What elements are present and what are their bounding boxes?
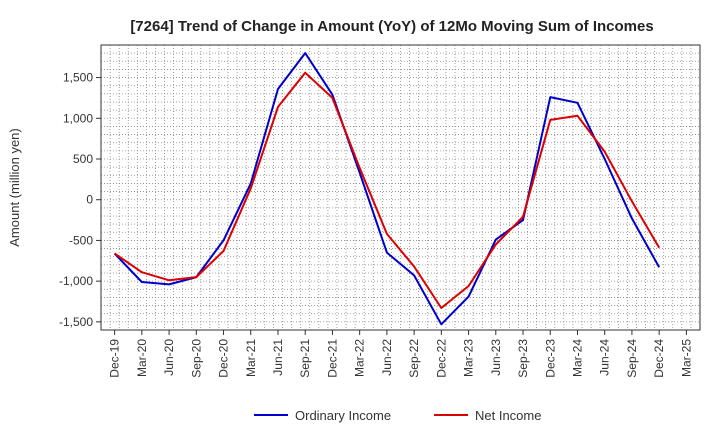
y-axis: -1,500 -1,000 -500 0 500 1,000 1,500	[59, 71, 101, 329]
x-tick-label: Dec-24	[652, 339, 666, 378]
grid	[101, 45, 700, 330]
x-tick-label: Mar-25	[679, 339, 693, 377]
x-tick-label: Sep-21	[298, 339, 312, 378]
legend: Ordinary Income Net Income	[254, 408, 541, 423]
x-tick-label: Dec-21	[325, 339, 339, 378]
x-tick-label: Mar-21	[244, 339, 258, 377]
y-tick-label: 1,500	[63, 71, 93, 85]
x-tick-label: Dec-23	[543, 339, 557, 378]
y-tick-label: 0	[86, 193, 93, 207]
x-tick-label: Dec-20	[217, 339, 231, 378]
y-tick-label: 1,000	[63, 111, 93, 125]
series-layer	[113, 52, 661, 326]
series-line-net-income	[114, 71, 661, 309]
y-tick-label: -500	[69, 233, 93, 247]
x-tick-label: Jun-20	[162, 339, 176, 376]
legend-label-net-income: Net Income	[475, 408, 541, 423]
x-tick-label: Mar-20	[135, 339, 149, 377]
x-tick-label: Sep-20	[189, 339, 203, 378]
x-tick-label: Mar-23	[462, 339, 476, 377]
x-tick-label: Mar-24	[570, 339, 584, 377]
x-tick-label: Dec-22	[434, 339, 448, 378]
x-tick-label: Jun-21	[271, 339, 285, 376]
x-tick-label: Jun-22	[380, 339, 394, 376]
y-tick-label: -1,000	[59, 274, 93, 288]
series-line-ordinary-income	[113, 52, 661, 326]
x-axis: Dec-19 Mar-20 Jun-20 Sep-20 Dec-20 Mar-21 Jun-…	[108, 330, 693, 378]
legend-label-ordinary-income: Ordinary Income	[295, 408, 391, 423]
plot-area	[100, 44, 701, 331]
x-tick-label: Jun-24	[598, 339, 612, 376]
y-tick-label: 500	[73, 152, 93, 166]
x-tick-label: Sep-22	[407, 339, 421, 378]
chart-title: [7264] Trend of Change in Amount (YoY) o…	[130, 18, 653, 35]
y-tick-label: -1,500	[59, 315, 93, 329]
x-tick-label: Dec-19	[108, 339, 122, 378]
x-tick-label: Sep-23	[516, 339, 530, 378]
x-tick-label: Sep-24	[625, 339, 639, 378]
x-tick-label: Mar-22	[353, 339, 367, 377]
y-axis-label: Amount (million yen)	[7, 128, 22, 247]
x-tick-label: Jun-23	[489, 339, 503, 376]
